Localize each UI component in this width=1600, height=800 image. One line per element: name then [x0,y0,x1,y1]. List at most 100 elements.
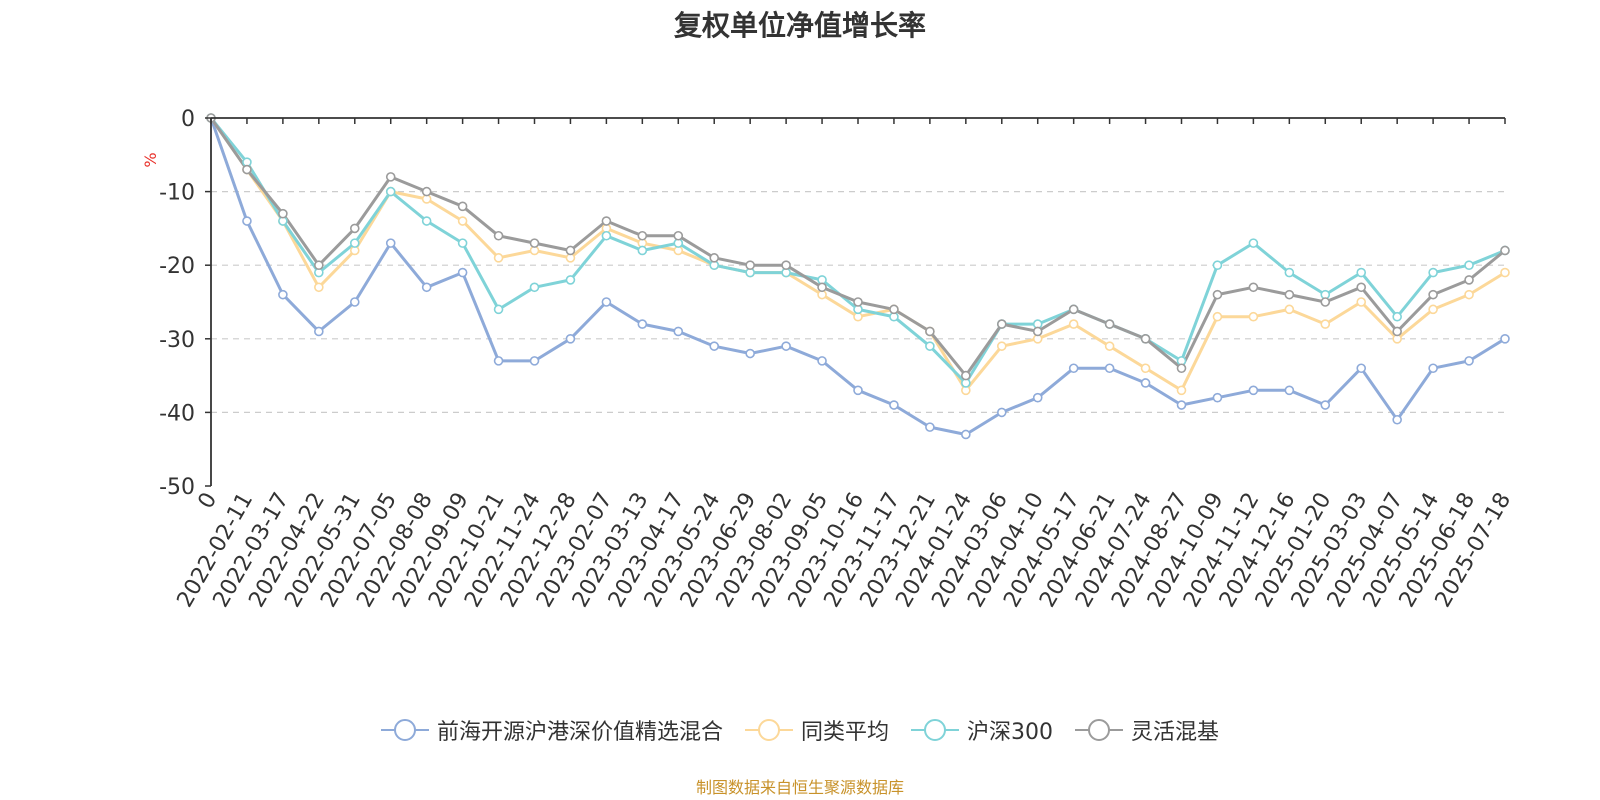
data-point [1284,289,1295,300]
data-point [385,238,396,248]
data-point [1428,363,1438,374]
data-point [457,238,468,248]
data-point [601,297,612,307]
series-line-3 [209,117,1506,378]
legend-swatch [744,719,793,741]
legend: 前海开源沪港深价值精选混合 同类平均 沪深300 灵活混基 [0,714,1600,746]
data-point [1464,356,1474,366]
data-point [1176,363,1187,374]
legend-swatch-marker [924,719,946,741]
data-point [925,326,935,337]
legend-swatch-marker [393,719,416,741]
y-tick-label: -50 [159,475,195,500]
data-point [709,253,720,263]
data-point [1464,260,1474,271]
data-point [457,267,468,278]
data-point [1248,385,1259,396]
data-point [1032,326,1043,337]
data-point [1392,311,1402,322]
data-point [745,348,755,359]
data-point [242,164,252,175]
data-point [242,216,252,226]
data-point [1068,304,1079,315]
data-point [349,223,360,234]
legend-swatch [1075,719,1123,741]
y-tick-label: -10 [159,181,195,206]
line-chart: 0 -10 -20 -30 -40 -50 02022-02-112022-03-1720… [141,107,1516,612]
data-point [457,201,468,212]
data-point [637,319,648,329]
data-point [493,304,504,315]
data-point [925,422,935,432]
data-point [1212,289,1223,300]
data-point [1140,363,1151,374]
legend-swatch-marker [757,719,780,741]
source-note: 制图数据来自恒生聚源数据库 [695,778,904,797]
legend-item[interactable]: 前海开源沪港深价值精选混合 [380,714,723,746]
data-point [673,230,684,241]
data-point [996,341,1007,351]
legend-swatch [380,719,429,741]
data-point [421,216,432,226]
legend-label: 同类平均 [800,720,889,745]
data-point [853,385,863,396]
data-point [996,407,1007,418]
series-markers [206,113,1510,440]
data-point [889,304,899,315]
series-line-1 [209,117,1506,392]
y-tick-labels: 0 -10 -20 -30 -40 -50 [159,107,211,500]
legend-item[interactable]: 同类平均 [744,714,889,746]
data-point [1428,267,1438,278]
data-point [1320,400,1331,410]
data-point [1500,333,1510,344]
gridlines [211,191,1505,413]
data-point [1500,267,1510,278]
data-point [781,341,791,351]
data-point [996,319,1007,329]
data-point [673,326,684,337]
data-point [565,333,576,344]
data-point [601,230,612,241]
data-point [1284,267,1295,278]
data-point [1464,275,1474,285]
legend-label: 沪深300 [967,720,1053,745]
data-point [421,282,432,293]
y-tick-label: -20 [159,254,195,279]
data-point [781,260,791,271]
data-point [637,230,648,241]
data-point [385,186,396,197]
data-point [1356,297,1367,307]
data-point [1284,304,1295,315]
data-point [1356,267,1367,278]
axes [210,117,1506,486]
y-tick-label: -30 [159,328,195,353]
data-point [817,356,827,366]
data-point [1392,326,1402,337]
legend-swatch-marker [1088,719,1110,741]
data-point [1032,392,1043,403]
legend-item[interactable]: 沪深300 [911,714,1053,746]
data-point [1464,289,1474,300]
data-point [1212,311,1223,322]
data-point [1248,282,1259,293]
legend-item[interactable]: 灵活混基 [1075,714,1219,746]
data-point [278,208,288,219]
data-point [1428,289,1438,300]
data-point [421,186,432,197]
legend-swatch [911,719,959,741]
data-point [385,172,396,182]
data-point [1104,363,1115,374]
data-point [349,238,360,248]
data-point [349,297,360,307]
x-tick-label: 0 [194,489,223,514]
data-point [457,216,468,226]
data-point [493,253,504,263]
data-point [314,326,324,337]
data-point [1176,400,1187,410]
data-point [1500,245,1510,256]
data-point [1212,392,1223,403]
data-point [1104,319,1115,329]
data-point [1248,238,1259,248]
data-point [637,245,648,256]
data-point [1140,378,1151,388]
